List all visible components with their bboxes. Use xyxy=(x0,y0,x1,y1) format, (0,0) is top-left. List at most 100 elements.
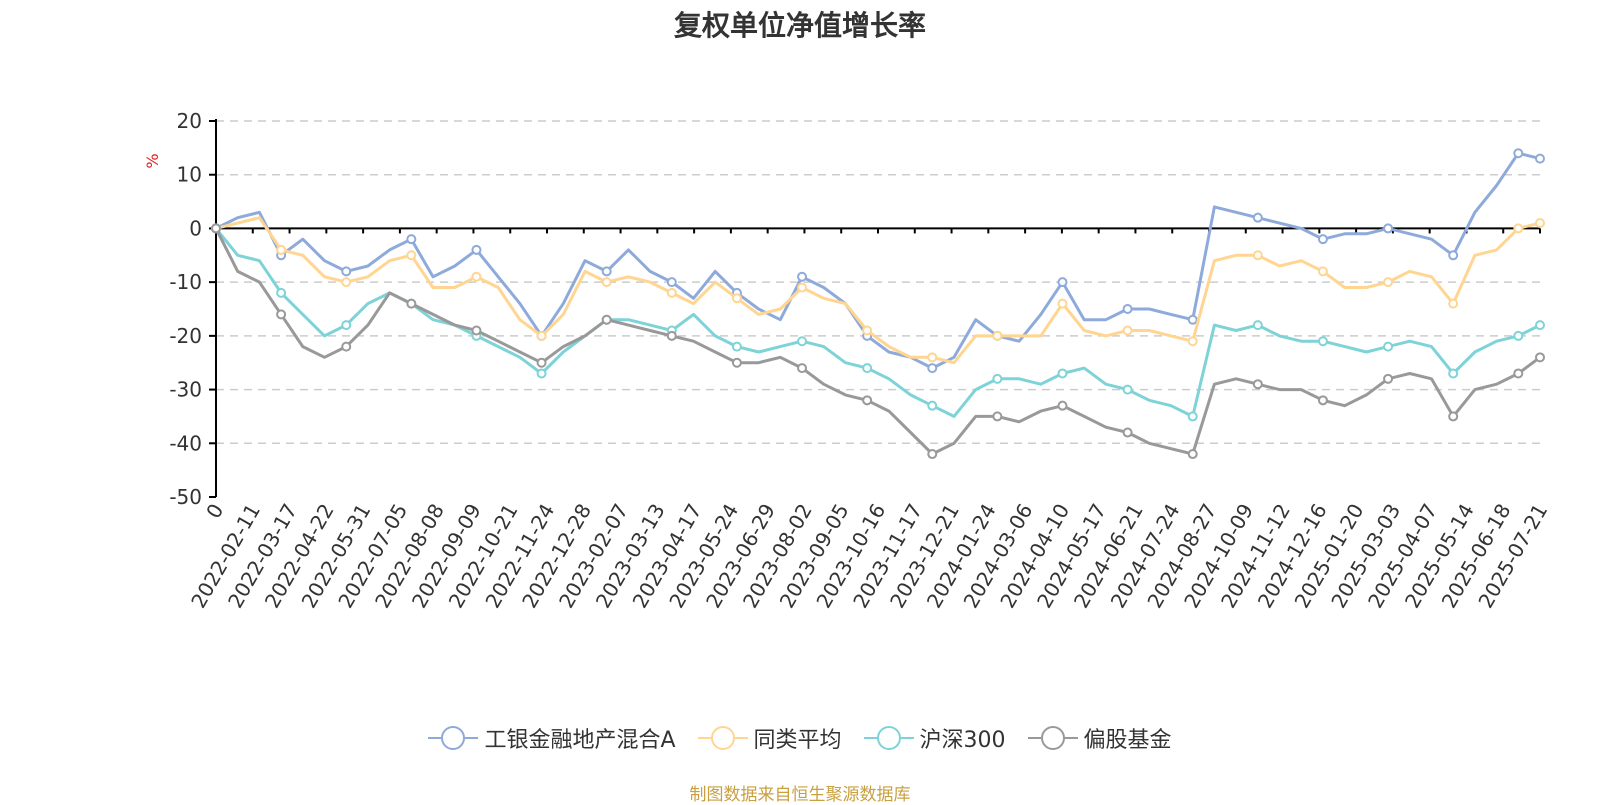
series-4-point xyxy=(1187,449,1198,460)
series-3-point xyxy=(341,320,352,331)
series-2-point xyxy=(341,277,352,288)
series-4-point xyxy=(1057,400,1068,411)
y-tick-label: -30 xyxy=(169,378,202,402)
y-tick-label: 0 xyxy=(189,216,202,240)
series-3-point xyxy=(862,363,873,374)
series-1-point xyxy=(1187,314,1198,325)
y-tick-label: 20 xyxy=(177,109,202,133)
legend-item-4[interactable]: 偏股基金 xyxy=(1027,722,1172,754)
series-2-point xyxy=(1383,277,1394,288)
series-1-point xyxy=(1448,250,1459,261)
series-1-point xyxy=(1513,148,1524,159)
series-4-point xyxy=(536,357,547,368)
series-4-point xyxy=(1448,411,1459,422)
series-1-point xyxy=(406,234,417,245)
series-4-point xyxy=(797,363,808,374)
chart-title: 复权单位净值增长率 xyxy=(673,9,926,42)
series-4-point xyxy=(471,325,482,336)
series-4-point xyxy=(211,223,221,234)
series-1-point xyxy=(341,266,352,277)
grid-layer xyxy=(216,120,1540,445)
series-2-point xyxy=(406,250,417,261)
series-1-point xyxy=(1317,234,1328,245)
series-3-point xyxy=(1513,330,1524,341)
series-3-point xyxy=(1383,341,1394,352)
legend-label: 偏股基金 xyxy=(1083,728,1172,753)
legend-marker-icon xyxy=(863,725,914,751)
series-3-point xyxy=(1057,368,1068,379)
series-2-point xyxy=(1187,336,1198,347)
series-2-point xyxy=(731,293,742,304)
series-1-point xyxy=(1535,153,1545,164)
series-1-point xyxy=(1252,212,1263,223)
series-2-point xyxy=(601,277,612,288)
legend-item-2[interactable]: 同类平均 xyxy=(697,722,842,754)
series-2-point xyxy=(1252,250,1263,261)
series-3-point xyxy=(1252,320,1263,331)
series-4-point xyxy=(992,411,1003,422)
series-2-point xyxy=(1535,218,1545,229)
series-2-point xyxy=(797,282,808,293)
series-2-point xyxy=(276,244,287,255)
series-1-point xyxy=(601,266,612,277)
series-3-point xyxy=(1122,384,1133,395)
series-1-point xyxy=(1383,223,1394,234)
series-2-point xyxy=(1057,298,1068,309)
legend-marker-icon xyxy=(1027,725,1078,751)
series-1-point xyxy=(1122,304,1133,314)
label-layer: 20100-10-20-30-40-50%02022-02-112022-03-… xyxy=(143,109,1552,612)
series-3-point xyxy=(992,373,1003,384)
legend-label: 同类平均 xyxy=(753,728,842,753)
series-2-point xyxy=(666,287,677,298)
series-4-point xyxy=(1317,395,1328,406)
series-4-point xyxy=(927,449,938,460)
series-1-point xyxy=(666,277,677,288)
series-4-point xyxy=(1122,427,1133,438)
axis-layer xyxy=(209,119,1541,498)
series-3-point xyxy=(1448,368,1459,379)
legend-item-3[interactable]: 沪深300 xyxy=(863,722,1006,754)
legend-label: 工银金融地产混合A xyxy=(484,728,676,753)
series-4-point xyxy=(1535,352,1545,363)
series-2-point xyxy=(862,325,873,336)
legend-marker-icon xyxy=(697,725,748,751)
series-layer xyxy=(211,148,1545,460)
series-4-point xyxy=(341,341,352,352)
series-4-point xyxy=(862,395,873,406)
y-tick-label: 10 xyxy=(177,163,202,187)
series-3-point xyxy=(731,341,742,352)
series-3-point xyxy=(927,400,938,411)
x-tick-label: 0 xyxy=(201,500,228,523)
series-3-point xyxy=(536,368,547,379)
series-2-point xyxy=(1513,223,1524,234)
legend: 工银金融地产混合A 同类平均 沪深300 偏股基金 xyxy=(0,722,1600,754)
series-4-point xyxy=(276,309,287,320)
series-1-point xyxy=(927,363,938,374)
series-2-point xyxy=(471,271,482,282)
series-1-point xyxy=(1057,277,1068,288)
series-3-point xyxy=(276,287,287,298)
y-tick-label: -10 xyxy=(169,270,202,294)
y-tick-label: -20 xyxy=(169,324,202,348)
series-2-point xyxy=(927,352,938,363)
legend-item-1[interactable]: 工银金融地产混合A xyxy=(428,722,676,754)
series-4-point xyxy=(666,330,677,341)
series-3-point xyxy=(1317,336,1328,347)
series-4-point xyxy=(1252,379,1263,390)
y-tick-label: -40 xyxy=(169,431,202,455)
series-2-point xyxy=(992,330,1003,341)
y-tick-label: -50 xyxy=(169,485,202,509)
series-4-point xyxy=(406,298,417,309)
series-4-point xyxy=(1383,373,1394,384)
source-note: 制图数据来自恒生聚源数据库 xyxy=(689,785,911,805)
series-1-point xyxy=(471,244,482,255)
series-3-point xyxy=(797,336,808,347)
series-4-point xyxy=(601,314,612,325)
series-2-point xyxy=(1122,325,1133,336)
series-2-point xyxy=(1317,266,1328,277)
series-2-point xyxy=(536,330,547,341)
y-axis-label: % xyxy=(143,153,162,168)
series-3-point xyxy=(1535,320,1545,331)
series-4-point xyxy=(731,357,742,368)
